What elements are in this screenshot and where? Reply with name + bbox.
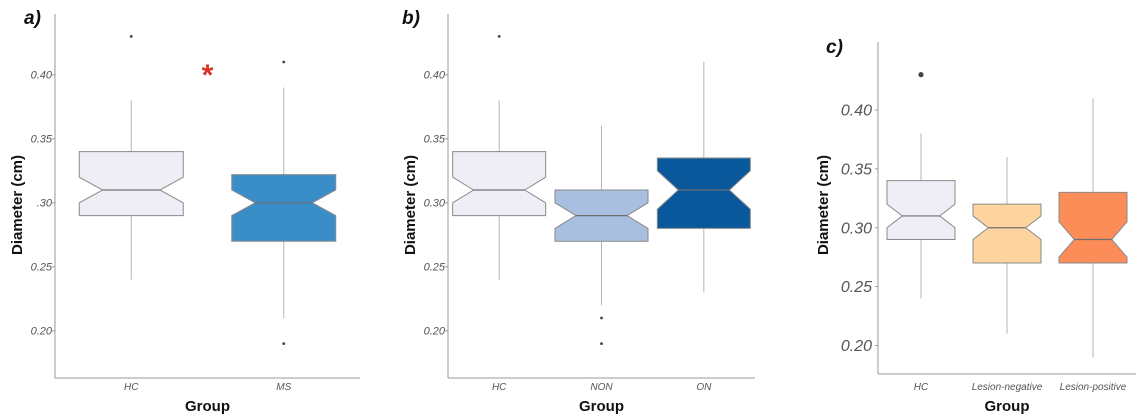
box-hc	[78, 151, 184, 217]
outlier-point	[129, 35, 133, 38]
box-hc	[886, 180, 956, 240]
y-tick-label: 0.20	[424, 326, 446, 338]
y-tick-label: 0.40	[31, 70, 53, 82]
panel-label: b)	[402, 8, 420, 29]
outlier-point	[918, 72, 924, 78]
box-ms	[231, 174, 337, 242]
y-tick-label: 0.40	[424, 70, 446, 82]
outlier-point	[600, 316, 603, 320]
y-axis-title: Diameter (cm)	[9, 155, 26, 255]
y-tick-label: 0.25	[841, 279, 872, 296]
y-tick-label: 0.30	[424, 198, 446, 210]
x-axis-title: Group	[185, 398, 230, 415]
y-tick-label: 0.20	[31, 326, 53, 338]
y-tick-label: 0.20	[841, 338, 872, 355]
x-tick-label: MS	[276, 382, 291, 393]
box-lesion-negative	[972, 203, 1042, 264]
y-tick-label: 0.35	[31, 134, 53, 146]
x-tick-label: HC	[914, 382, 929, 393]
outlier-point	[600, 342, 603, 345]
y-axis-title: Diameter (cm)	[815, 155, 832, 255]
x-tick-label: Lesion-negative	[972, 382, 1043, 393]
x-tick-label: NON	[590, 382, 613, 393]
outlier-point	[282, 60, 286, 64]
y-tick-label: 0.30	[841, 220, 872, 237]
y-tick-label: 0.35	[424, 134, 446, 146]
x-axis-title: Group	[985, 398, 1030, 415]
outlier-point	[282, 342, 286, 345]
y-tick-label: 0.25	[424, 262, 446, 274]
box-lesion-positive	[1058, 191, 1128, 264]
box-hc	[452, 151, 547, 217]
panel-label: c)	[826, 37, 843, 58]
y-tick-label: 0.40	[841, 103, 872, 120]
y-tick-label: 0.35	[841, 161, 872, 178]
panel-label: a)	[24, 8, 41, 29]
x-tick-label: ON	[696, 382, 712, 393]
y-axis-title: Diameter (cm)	[402, 155, 419, 255]
x-tick-label: HC	[124, 382, 139, 393]
outlier-point	[497, 35, 501, 38]
box-on	[656, 157, 751, 229]
x-tick-label: HC	[492, 382, 507, 393]
x-tick-label: Lesion-positive	[1060, 382, 1127, 393]
y-tick-label: .30	[37, 198, 53, 210]
y-tick-label: 0.25	[31, 262, 53, 274]
significance-star: *	[202, 59, 214, 92]
x-axis-title: Group	[579, 398, 624, 415]
